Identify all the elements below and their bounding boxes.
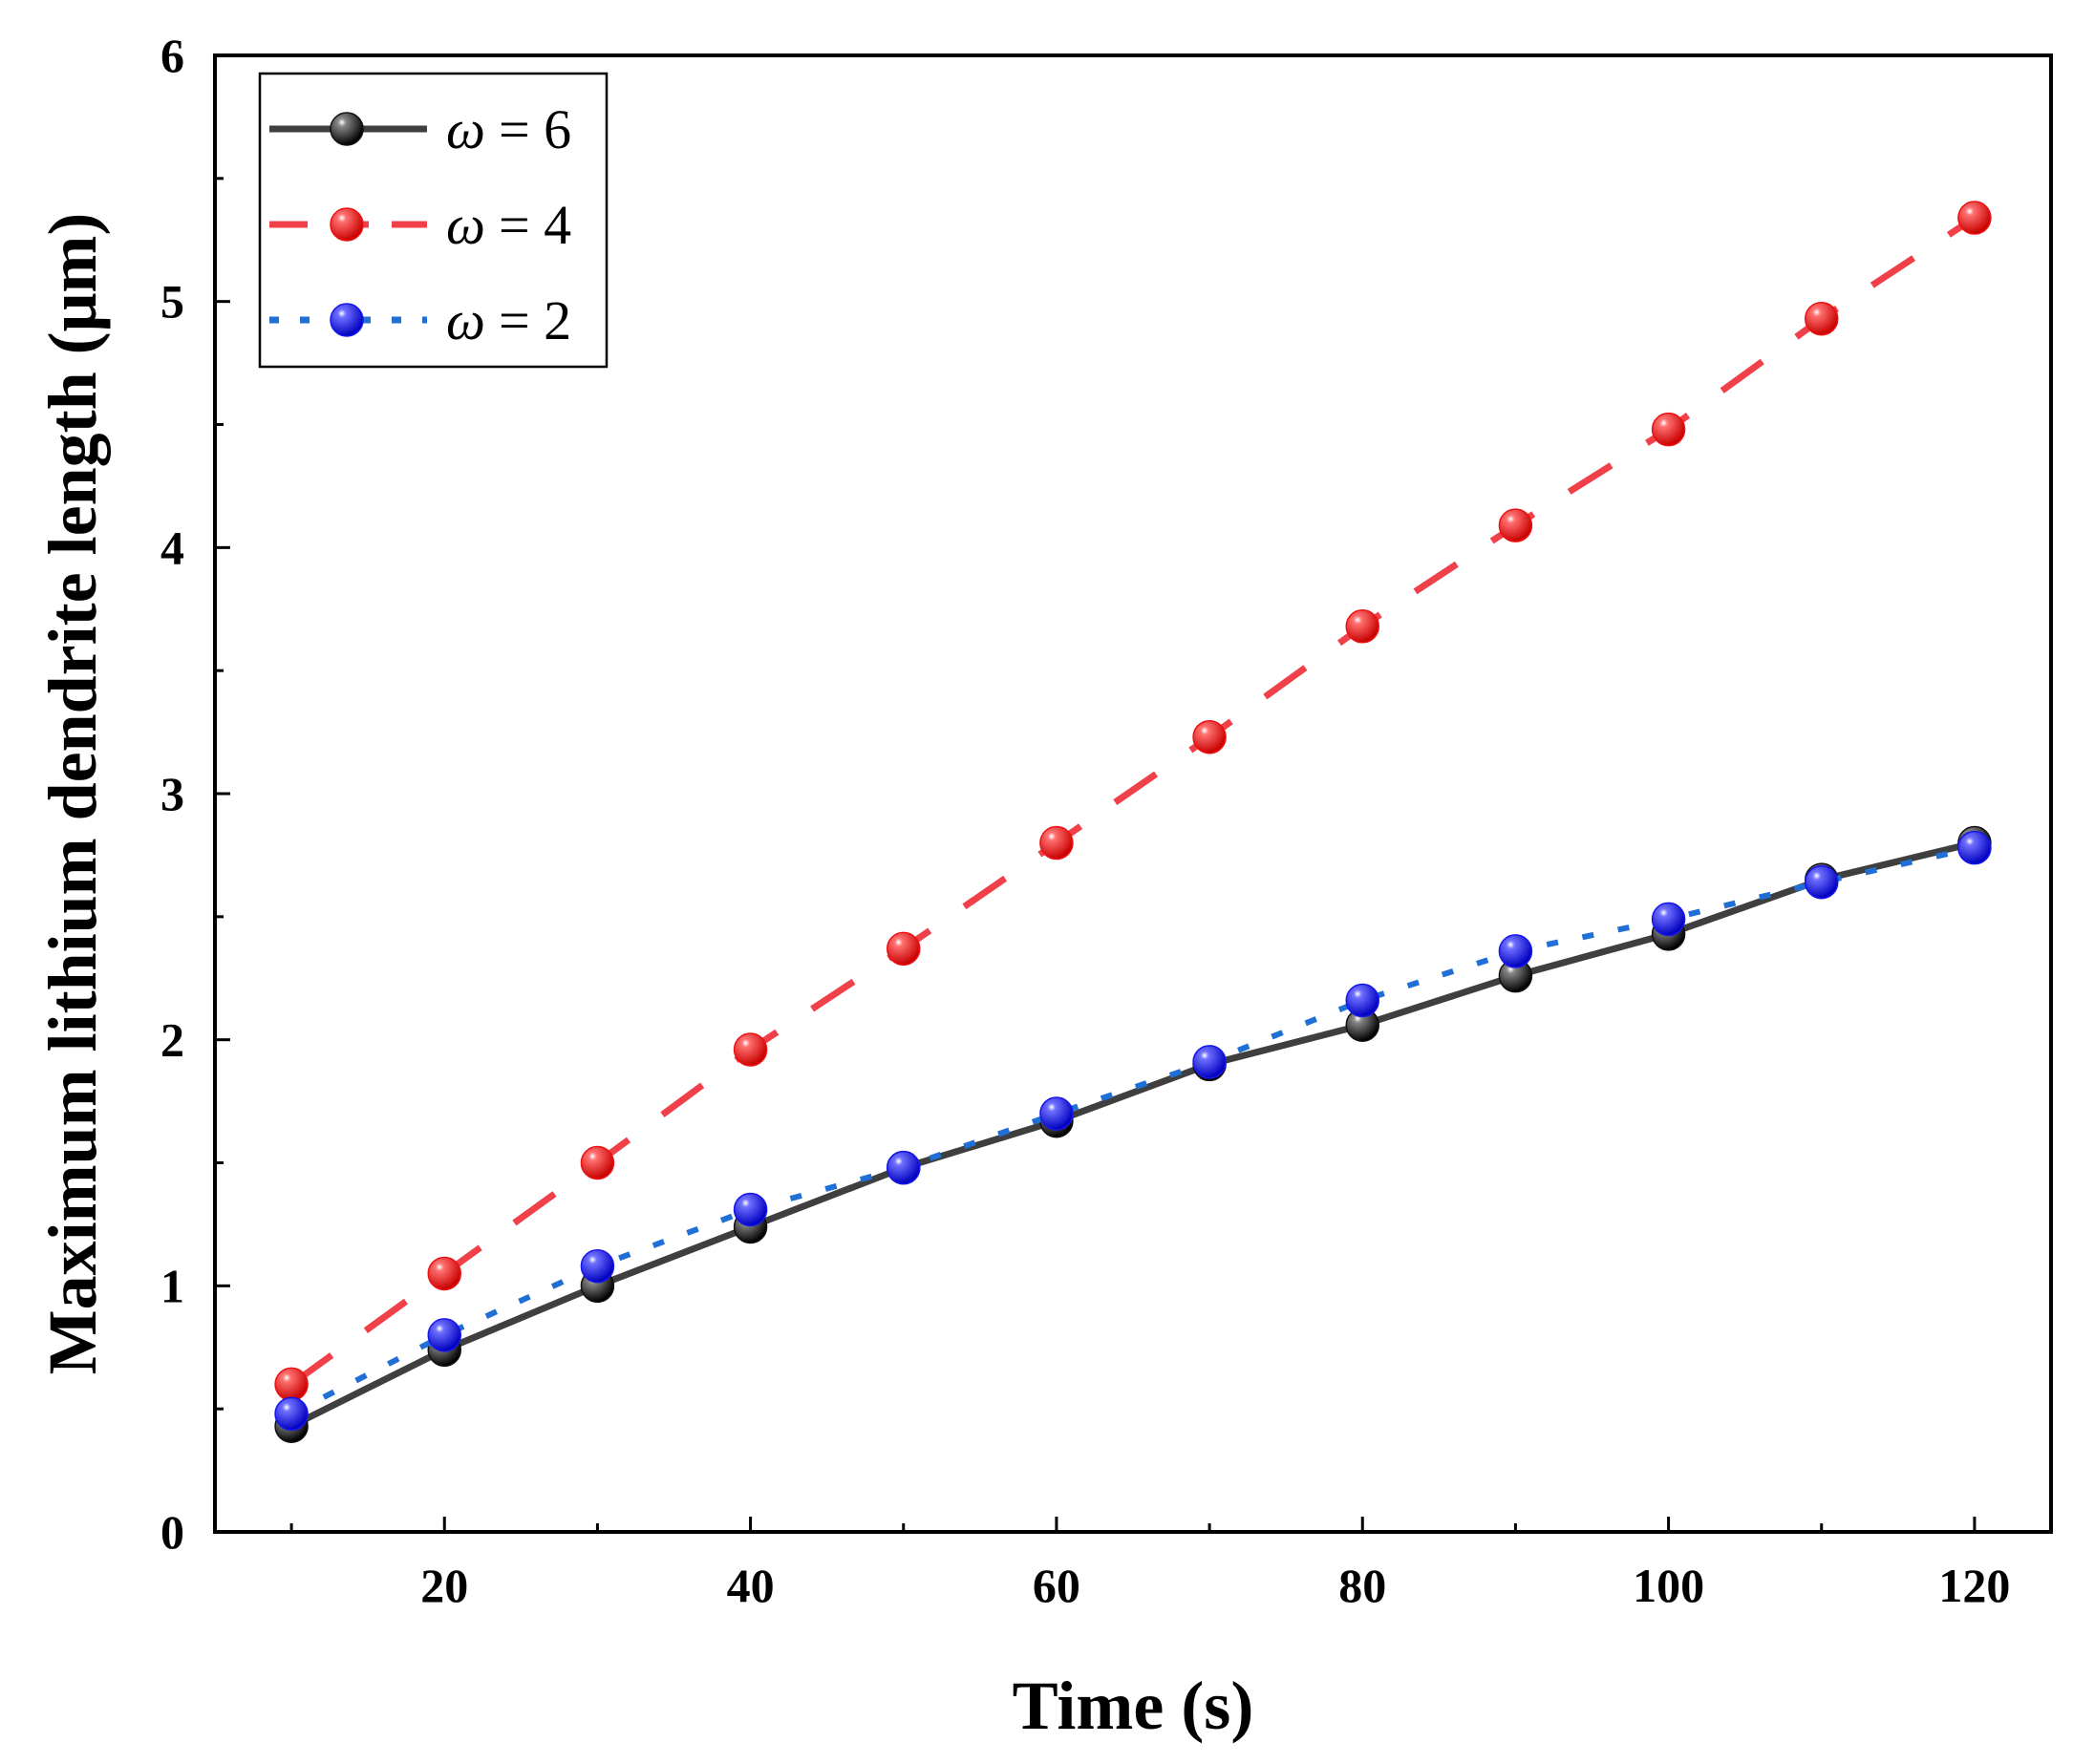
data-point bbox=[1039, 825, 1074, 861]
data-point bbox=[887, 1150, 921, 1185]
y-tick-label: 3 bbox=[160, 767, 184, 820]
legend-marker bbox=[330, 112, 364, 146]
x-axis: 20 40 60 80 100 120 bbox=[289, 1517, 2010, 1612]
data-point bbox=[733, 1032, 768, 1067]
data-point bbox=[1651, 412, 1686, 447]
series-group bbox=[274, 201, 1992, 1443]
legend-symbol: ω bbox=[446, 194, 485, 256]
legend-item: ω = 2 bbox=[269, 289, 571, 351]
y-tick-label: 2 bbox=[160, 1013, 184, 1067]
legend-label: ω = 6 bbox=[446, 98, 571, 160]
data-point bbox=[1345, 609, 1379, 644]
data-point bbox=[580, 1248, 615, 1284]
data-point bbox=[1192, 1045, 1227, 1079]
series-line bbox=[289, 844, 1976, 1416]
x-tick-label: 120 bbox=[1938, 1559, 2010, 1612]
series-1 bbox=[274, 201, 1992, 1402]
y-tick-label: 5 bbox=[160, 275, 184, 329]
data-point bbox=[274, 1396, 309, 1432]
data-point bbox=[427, 1256, 461, 1291]
data-point bbox=[1957, 830, 1992, 865]
y-axis-title: Maximum lithium dendrite length (μm) bbox=[34, 213, 111, 1375]
data-point bbox=[1651, 902, 1686, 937]
legend-label: ω = 2 bbox=[446, 289, 571, 351]
x-axis-title: Time (s) bbox=[1013, 1668, 1254, 1744]
data-point bbox=[580, 1145, 615, 1180]
legend: ω = 6ω = 4ω = 2 bbox=[258, 72, 609, 369]
legend-symbol: ω bbox=[446, 289, 485, 351]
data-point bbox=[1345, 983, 1379, 1018]
y-tick-label: 1 bbox=[160, 1259, 184, 1312]
y-tick-label: 0 bbox=[160, 1505, 184, 1559]
y-tick-label: 4 bbox=[160, 521, 184, 574]
data-point bbox=[1039, 1096, 1074, 1131]
data-point bbox=[274, 1367, 309, 1402]
data-point bbox=[1498, 508, 1533, 542]
x-tick-label: 60 bbox=[1033, 1559, 1080, 1612]
x-tick-label: 80 bbox=[1338, 1559, 1386, 1612]
data-point bbox=[1805, 301, 1839, 336]
legend-marker bbox=[330, 207, 364, 242]
data-point bbox=[1805, 865, 1839, 900]
legend-label: ω = 4 bbox=[446, 194, 571, 256]
series-2 bbox=[274, 830, 1992, 1432]
y-axis: 0 1 2 3 4 5 6 bbox=[160, 29, 230, 1559]
legend-item: ω = 4 bbox=[269, 194, 571, 256]
data-point bbox=[1192, 719, 1227, 754]
legend-value: = 4 bbox=[499, 194, 571, 256]
legend-box bbox=[258, 72, 609, 369]
x-tick-label: 20 bbox=[420, 1559, 468, 1612]
series-line bbox=[289, 839, 1976, 1430]
legend-item: ω = 6 bbox=[269, 98, 571, 160]
legend-symbol: ω bbox=[446, 98, 485, 160]
data-point bbox=[887, 931, 921, 967]
series-line bbox=[289, 215, 1977, 1388]
data-point bbox=[733, 1192, 768, 1227]
x-tick-label: 100 bbox=[1633, 1559, 1704, 1612]
data-point bbox=[1498, 934, 1533, 968]
data-point bbox=[427, 1318, 461, 1352]
x-tick-label: 40 bbox=[727, 1559, 775, 1612]
legend-marker bbox=[330, 303, 364, 337]
legend-value: = 2 bbox=[499, 289, 571, 351]
legend-value: = 6 bbox=[499, 98, 571, 160]
y-tick-label: 6 bbox=[160, 29, 184, 82]
data-point bbox=[1957, 201, 1992, 235]
